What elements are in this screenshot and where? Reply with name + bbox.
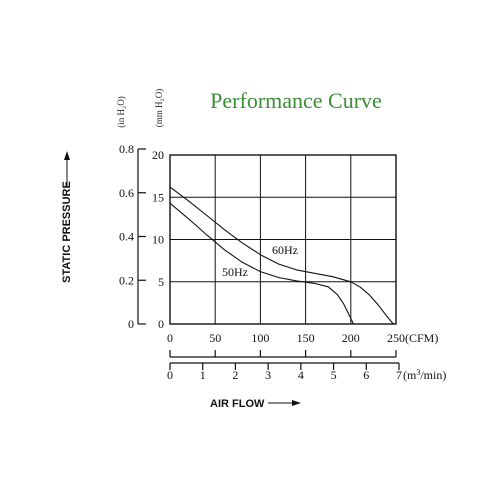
x-tick-label-cfm: 150 [297,331,315,345]
x-tick-label-m3min: 2 [232,368,238,382]
x-tick-label-cfm: 100 [251,331,269,345]
y-tick-label-mm: 20 [152,148,164,162]
x-tick-label-cfm: 0 [167,331,173,345]
m3min-unit-label: (m3/min) [403,368,446,383]
x-tick-label-m3min: 4 [298,368,304,382]
inch-axis: 0 0.2 0.4 0.6 0.8 [119,142,146,331]
x-tick-label-m3min: 1 [200,368,206,382]
series-line-50hz [169,202,355,325]
y-unit-mm-label: (mm H₂O) [154,89,164,127]
y-tick-label-mm: 5 [158,275,164,289]
x-tick-label-cfm: 50 [209,331,221,345]
y-tick-label-inch: 0.6 [119,186,134,200]
x-axis-title: AIR FLOW [210,398,265,410]
y-tick-label-inch: 0.2 [119,273,134,287]
m3min-axis: 0 1 2 3 4 5 6 7 [167,362,402,382]
mm-tick-labels: 0 5 10 15 20 [152,148,164,331]
curve-group [169,186,394,325]
x-tick-label-cfm: 200 [342,331,360,345]
y-unit-inch-label: (in H₂O) [116,96,126,127]
series-label-50hz: 50Hz [222,265,248,279]
y-tick-label-inch: 0.8 [119,142,134,156]
y-tick-label-mm: 10 [152,233,164,247]
x-tick-label-cfm: 250 [387,331,405,345]
x-tick-label-m3min: 3 [265,368,271,382]
y-axis-arrow-head [64,151,70,160]
y-axis-title: STATIC PRESSURE [61,181,73,283]
series-line-60hz [169,186,394,325]
x-tick-label-m3min: 6 [363,368,369,382]
x-tick-label-m3min: 0 [167,368,173,382]
series-label-60hz: 60Hz [272,243,298,257]
y-tick-label-inch: 0.4 [119,230,134,244]
cfm-unit-label: (CFM) [405,331,438,345]
chart-title: Performance Curve [210,88,382,113]
x-tick-label-m3min: 7 [396,368,402,382]
x-axis-arrow-head [292,400,301,406]
y-tick-label-inch: 0 [128,317,134,331]
x-tick-label-m3min: 5 [331,368,337,382]
y-tick-label-mm: 15 [152,190,164,204]
y-tick-label-mm: 0 [158,317,164,331]
chart-grid [169,154,397,325]
cfm-axis: 0 50 100 150 200 250 [167,331,405,358]
